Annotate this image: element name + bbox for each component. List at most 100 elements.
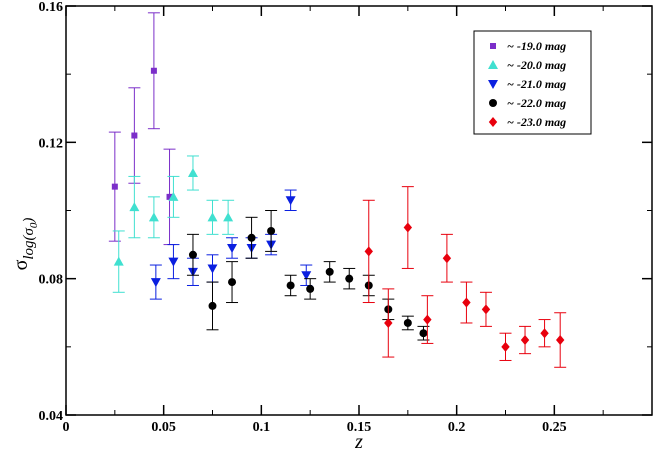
data-point-s0-p0 — [108, 131, 121, 242]
data-marker — [325, 267, 334, 276]
legend-item-4: ~ -23.0 mag — [488, 115, 566, 129]
x-tick-label: 0.1 — [253, 420, 271, 435]
data-point-s4-p1 — [382, 288, 395, 358]
data-marker — [168, 257, 179, 267]
svg-text:σlog(σ0): σlog(σ0) — [10, 218, 40, 271]
y-tick-label: 0.12 — [39, 136, 64, 151]
y-tick-label: 0.04 — [39, 409, 64, 424]
data-marker — [285, 196, 296, 206]
y-tick-label: 0.16 — [39, 0, 64, 15]
data-point-s3-p5 — [284, 274, 297, 297]
data-point-s4-p9 — [538, 319, 551, 348]
data-point-s1-p1 — [128, 175, 141, 239]
data-marker — [188, 250, 197, 259]
data-marker — [207, 264, 218, 274]
data-point-s4-p2 — [401, 186, 414, 269]
plot-area — [108, 12, 567, 368]
data-marker — [501, 341, 510, 352]
data-marker — [364, 246, 373, 257]
legend-item-1: ~ -20.0 mag — [488, 58, 566, 72]
data-marker — [481, 304, 491, 315]
legend-label: ~ -19.0 mag — [507, 39, 566, 53]
data-point-s1-p3 — [167, 175, 180, 218]
data-marker — [462, 297, 471, 308]
data-point-s2-p3 — [206, 254, 219, 283]
x-axis-label: z — [354, 431, 363, 451]
data-point-s4-p10 — [554, 312, 567, 368]
data-marker — [267, 226, 276, 235]
y-axis-label: σlog(σ0) — [10, 218, 40, 271]
data-point-s0-p1 — [128, 87, 141, 184]
y-axis-label-main: σ — [10, 259, 32, 270]
data-marker — [208, 301, 217, 310]
data-point-s2-p0 — [149, 264, 162, 300]
data-marker — [345, 274, 354, 283]
axes: 0 0.05 0.1 0.15 0.2 0.25 0.04 0.08 0.12 0.16 — [39, 0, 653, 435]
data-marker — [301, 271, 312, 281]
y-axis-label-sub-inner: 0 — [28, 222, 40, 228]
data-marker — [227, 243, 238, 253]
data-marker — [131, 132, 138, 139]
x-tick-label: 0.05 — [151, 420, 176, 435]
data-marker — [207, 212, 218, 222]
data-point-s1-p2 — [147, 196, 160, 239]
data-point-s2-p8 — [300, 264, 313, 286]
legend-marker — [488, 60, 498, 69]
data-marker — [168, 191, 179, 201]
data-point-s4-p4 — [440, 233, 453, 283]
legend-marker — [488, 117, 498, 127]
legend-marker — [488, 80, 498, 89]
legend-label: ~ -20.0 mag — [507, 58, 566, 72]
data-marker — [166, 193, 173, 200]
data-point-s1-p0 — [112, 230, 125, 293]
legend-item-0: ~ -19.0 mag — [490, 39, 566, 53]
data-marker — [286, 281, 295, 290]
data-marker — [540, 328, 549, 339]
data-point-s4-p7 — [499, 332, 512, 361]
legend-label: ~ -23.0 mag — [507, 115, 566, 129]
data-point-s1-p5 — [206, 199, 219, 235]
data-point-s3-p12 — [417, 325, 430, 341]
data-marker — [150, 67, 157, 74]
legend-label: ~ -21.0 mag — [507, 77, 566, 91]
data-point-s3-p2 — [226, 261, 239, 304]
data-marker — [520, 335, 530, 346]
data-point-s4-p8 — [519, 325, 532, 355]
data-point-s4-p5 — [460, 281, 473, 324]
legend-marker — [490, 43, 496, 49]
data-point-s1-p6 — [222, 199, 235, 235]
x-tick-label: 0 — [63, 420, 70, 435]
data-point-s4-p0 — [362, 199, 375, 304]
data-point-s2-p1 — [167, 244, 180, 280]
legend-item-3: ~ -22.0 mag — [489, 96, 566, 110]
data-marker — [150, 278, 161, 288]
data-point-s1-p4 — [186, 155, 199, 191]
data-marker — [442, 253, 452, 264]
data-point-s3-p8 — [343, 267, 356, 290]
x-tick-label: 0.25 — [542, 420, 567, 435]
data-marker — [129, 202, 140, 212]
data-marker — [187, 168, 198, 178]
data-marker — [384, 317, 393, 328]
legend: ~ -19.0 mag ~ -20.0 mag ~ -21.0 mag ~ -22.0… — [473, 30, 592, 135]
legend-marker — [489, 99, 497, 107]
data-point-s3-p0 — [186, 233, 199, 276]
data-marker — [403, 222, 413, 233]
data-marker — [423, 314, 432, 325]
data-point-s3-p3 — [245, 216, 258, 259]
data-point-s3-p4 — [265, 210, 278, 252]
data-point-s3-p6 — [304, 278, 317, 300]
data-point-s4-p3 — [421, 295, 434, 344]
data-marker — [113, 256, 124, 266]
y-axis-label-sub: log(σ — [21, 227, 37, 259]
data-marker — [403, 318, 412, 327]
data-marker — [228, 278, 237, 287]
data-point-s3-p1 — [206, 281, 219, 331]
y-tick-label: 0.08 — [39, 273, 64, 288]
data-point-s2-p7 — [284, 189, 297, 211]
legend-label: ~ -22.0 mag — [507, 96, 566, 110]
data-marker — [223, 212, 234, 222]
data-marker — [306, 284, 315, 293]
data-point-s2-p4 — [226, 237, 239, 259]
